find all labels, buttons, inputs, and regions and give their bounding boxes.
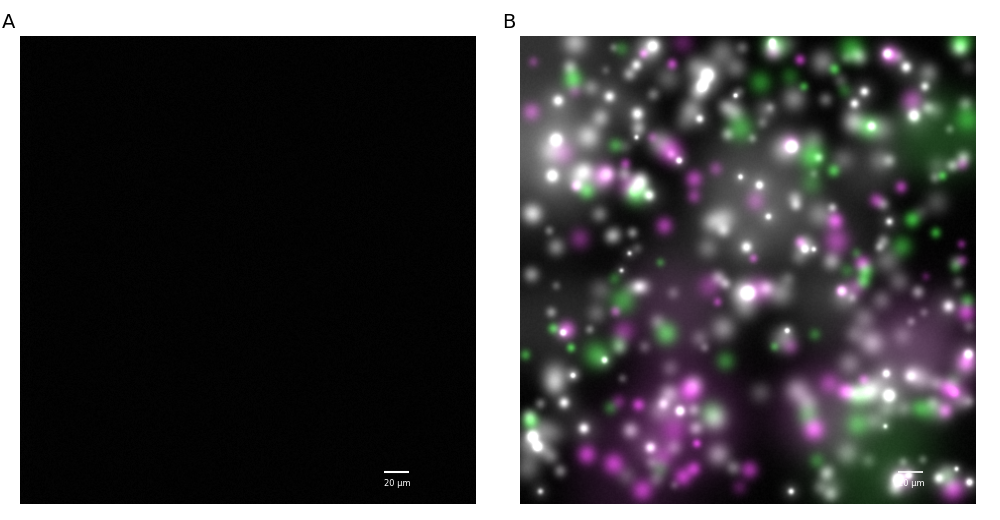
Text: A: A	[2, 12, 15, 32]
Text: B: B	[502, 12, 515, 32]
Text: 20 μm: 20 μm	[384, 478, 411, 488]
Text: 20 μm: 20 μm	[898, 478, 924, 488]
